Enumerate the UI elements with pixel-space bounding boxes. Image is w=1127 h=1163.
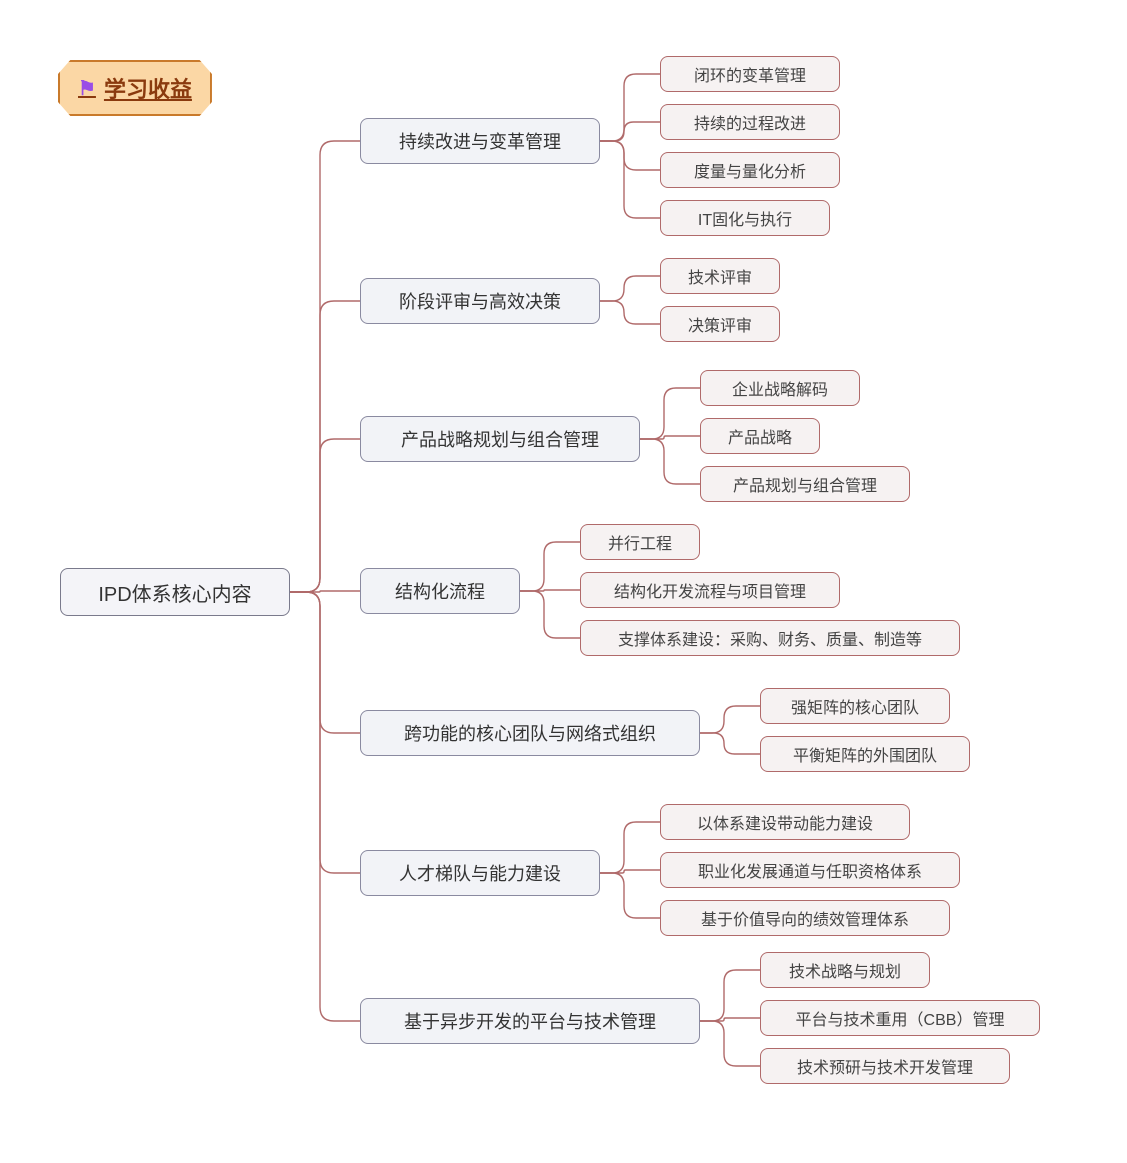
connector [520,591,580,638]
branch-node-5: 人才梯队与能力建设 [360,850,600,896]
leaf-node-6-1-label: 平台与技术重用（CBB）管理 [796,1006,1005,1030]
leaf-node-4-1-label: 平衡矩阵的外围团队 [793,742,937,766]
leaf-node-6-2-label: 技术预研与技术开发管理 [797,1054,973,1078]
leaf-node-2-2-label: 产品规划与组合管理 [733,472,877,496]
leaf-node-5-1-label: 职业化发展通道与任职资格体系 [698,858,922,882]
connector [600,301,660,324]
connector [600,74,660,141]
leaf-node-6-1: 平台与技术重用（CBB）管理 [760,1000,1040,1036]
connector [290,141,360,592]
connector [700,733,760,754]
leaf-node-3-0: 并行工程 [580,524,700,560]
leaf-node-2-2: 产品规划与组合管理 [700,466,910,502]
leaf-node-2-0: 企业战略解码 [700,370,860,406]
branch-node-0-label: 持续改进与变革管理 [399,128,561,154]
leaf-node-4-0-label: 强矩阵的核心团队 [791,694,919,718]
leaf-node-6-0-label: 技术战略与规划 [789,958,901,982]
connector [700,970,760,1021]
leaf-node-5-0: 以体系建设带动能力建设 [660,804,910,840]
leaf-node-0-3: IT固化与执行 [660,200,830,236]
badge-label: 学习收益 [104,72,192,104]
connector [600,141,660,218]
root-node-label: IPD体系核心内容 [98,578,251,607]
leaf-node-0-2: 度量与量化分析 [660,152,840,188]
connector [290,592,360,1021]
leaf-node-2-1: 产品战略 [700,418,820,454]
leaf-node-3-2: 支撑体系建设：采购、财务、质量、制造等 [580,620,960,656]
connector [600,873,660,918]
root-node: IPD体系核心内容 [60,568,290,616]
connector [520,542,580,591]
leaf-node-2-1-label: 产品战略 [728,424,792,448]
leaf-node-6-0: 技术战略与规划 [760,952,930,988]
leaf-node-4-1: 平衡矩阵的外围团队 [760,736,970,772]
learning-benefit-badge: 学习收益 [58,60,212,116]
leaf-node-0-0: 闭环的变革管理 [660,56,840,92]
leaf-node-5-1: 职业化发展通道与任职资格体系 [660,852,960,888]
connector [290,301,360,592]
leaf-node-1-0-label: 技术评审 [688,264,752,288]
connector [700,1021,760,1066]
branch-node-4: 跨功能的核心团队与网络式组织 [360,710,700,756]
branch-node-1: 阶段评审与高效决策 [360,278,600,324]
branch-node-1-label: 阶段评审与高效决策 [399,288,561,314]
connector [600,122,660,141]
leaf-node-0-3-label: IT固化与执行 [698,206,792,230]
leaf-node-1-1: 决策评审 [660,306,780,342]
leaf-node-3-0-label: 并行工程 [608,530,672,554]
leaf-node-1-1-label: 决策评审 [688,312,752,336]
leaf-node-6-2: 技术预研与技术开发管理 [760,1048,1010,1084]
branch-node-3: 结构化流程 [360,568,520,614]
connector [640,388,700,439]
leaf-node-3-1: 结构化开发流程与项目管理 [580,572,840,608]
connector [600,822,660,873]
leaf-node-4-0: 强矩阵的核心团队 [760,688,950,724]
leaf-node-5-2-label: 基于价值导向的绩效管理体系 [701,906,909,930]
connector [640,439,700,484]
leaf-node-0-0-label: 闭环的变革管理 [694,62,806,86]
leaf-node-0-1: 持续的过程改进 [660,104,840,140]
leaf-node-5-0-label: 以体系建设带动能力建设 [697,810,873,834]
branch-node-4-label: 跨功能的核心团队与网络式组织 [404,720,656,746]
connector [290,439,360,592]
leaf-node-3-1-label: 结构化开发流程与项目管理 [614,578,806,602]
branch-node-3-label: 结构化流程 [395,578,485,604]
branch-node-2-label: 产品战略规划与组合管理 [401,426,599,452]
leaf-node-2-0-label: 企业战略解码 [732,376,828,400]
branch-node-5-label: 人才梯队与能力建设 [399,860,561,886]
branch-node-6: 基于异步开发的平台与技术管理 [360,998,700,1044]
connector [600,141,660,170]
connector [600,276,660,301]
leaf-node-3-2-label: 支撑体系建设：采购、财务、质量、制造等 [618,626,922,650]
branch-node-0: 持续改进与变革管理 [360,118,600,164]
leaf-node-5-2: 基于价值导向的绩效管理体系 [660,900,950,936]
leaf-node-1-0: 技术评审 [660,258,780,294]
branch-node-6-label: 基于异步开发的平台与技术管理 [404,1008,656,1034]
leaf-node-0-2-label: 度量与量化分析 [694,158,806,182]
connector [290,592,360,733]
connector [700,706,760,733]
branch-node-2: 产品战略规划与组合管理 [360,416,640,462]
leaf-node-0-1-label: 持续的过程改进 [694,110,806,134]
